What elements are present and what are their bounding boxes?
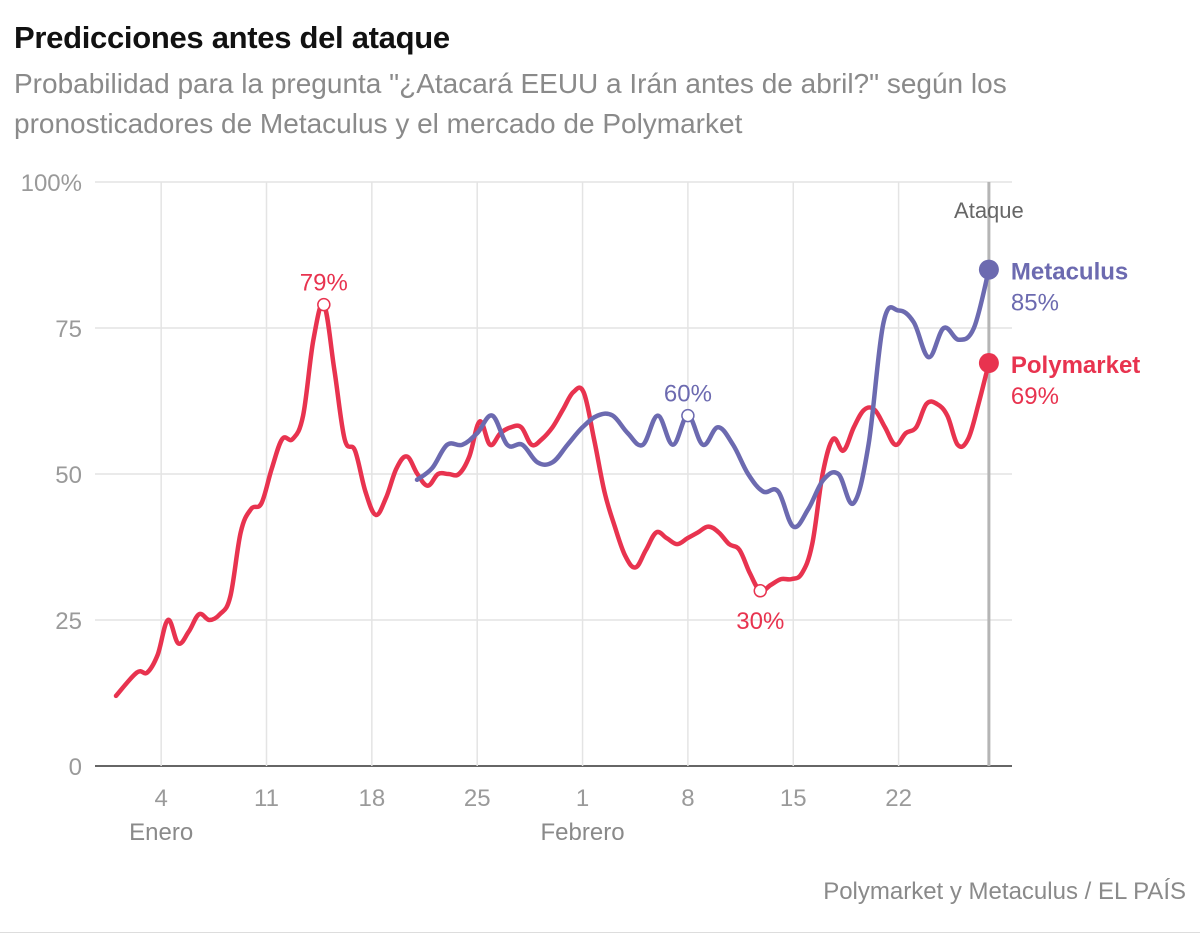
x-tick-label: 4	[154, 785, 167, 812]
x-tick-label: 25	[464, 785, 491, 812]
chart-title: Predicciones antes del ataque	[14, 20, 450, 55]
x-tick-label: 1	[576, 785, 589, 812]
polymarket-annotation-marker	[753, 584, 768, 598]
month-label: Febrero	[541, 819, 625, 846]
metaculus-legend-label: Metaculus	[1011, 259, 1128, 286]
event-label: Ataque	[954, 198, 1024, 223]
y-tick-label: 0	[69, 754, 82, 781]
polymarket-annotation-label: 79%	[300, 270, 348, 297]
x-tick-label: 18	[358, 785, 385, 812]
polymarket-line	[113, 301, 992, 699]
x-tick-label: 22	[885, 785, 912, 812]
bottom-divider	[0, 932, 1200, 933]
metaculus-line	[414, 267, 992, 530]
source-credit: Polymarket y Metaculus / EL PAÍS	[823, 878, 1186, 905]
y-tick-label: 100%	[21, 170, 82, 197]
chart-subtitle: Probabilidad para la pregunta "¿Atacará …	[14, 68, 1007, 139]
y-gridlines	[95, 181, 1012, 767]
y-tick-label: 75	[55, 316, 82, 343]
metaculus-end-dot	[978, 259, 999, 280]
y-tick-label: 25	[55, 608, 82, 635]
y-tick-label: 50	[55, 462, 82, 489]
polymarket-annotation-marker	[317, 297, 331, 312]
x-tick-label: 15	[780, 785, 807, 812]
series-lines	[113, 267, 992, 699]
event-marker: Ataque	[954, 182, 1024, 766]
x-tick-label: 11	[254, 785, 279, 812]
polymarket-legend-label: Polymarket	[1011, 352, 1140, 379]
annotations: Metaculus 85% Polymarket 69% 79% 30% 60%	[300, 259, 1140, 635]
polymarket-annotation-label: 30%	[736, 608, 784, 635]
month-label: Enero	[129, 819, 193, 846]
polymarket-end-value: 69%	[1011, 383, 1059, 410]
metaculus-end-value: 85%	[1011, 290, 1059, 317]
x-gridlines	[160, 182, 900, 766]
metaculus-annotation-marker	[681, 408, 695, 423]
polymarket-end-dot	[978, 353, 999, 374]
x-tick-label: 8	[681, 785, 694, 812]
metaculus-annotation-label: 60%	[664, 381, 712, 408]
